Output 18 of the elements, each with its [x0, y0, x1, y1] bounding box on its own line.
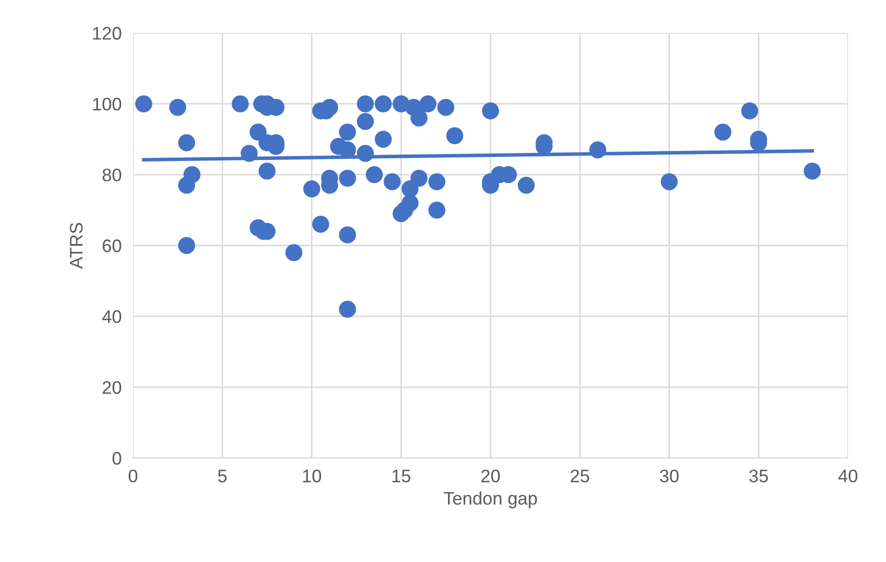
x-tick-label: 40 [838, 470, 858, 482]
x-axis-title: Tendon gap [444, 492, 537, 508]
y-tick-label: 60 [102, 239, 122, 252]
x-tick-label: 15 [392, 470, 410, 482]
y-tick-label: 40 [102, 310, 122, 324]
x-tick-label: 20 [481, 470, 500, 482]
x-tick-label: 25 [570, 470, 590, 482]
y-tick-label: 80 [102, 168, 122, 182]
x-tick-label: 30 [660, 470, 679, 482]
x-tick-label: 5 [218, 470, 227, 482]
y-axis-title: ATRS [70, 222, 83, 269]
y-tick-label: 100 [93, 98, 122, 111]
y-tick-label: 20 [102, 381, 122, 394]
x-tick-label: 0 [128, 470, 138, 482]
y-tick-label: 120 [93, 26, 122, 40]
x-tick-label: 10 [303, 470, 322, 482]
y-tick-label: 0 [112, 452, 122, 465]
x-tick-label: 35 [749, 470, 768, 482]
